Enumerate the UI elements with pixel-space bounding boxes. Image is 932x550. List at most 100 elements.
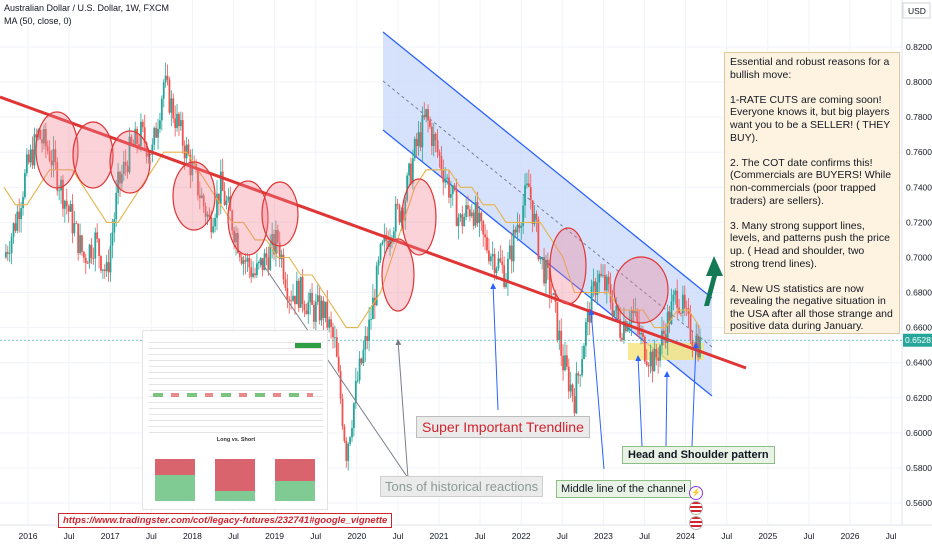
candle-body bbox=[442, 170, 445, 183]
time-tick-label: Jul bbox=[64, 531, 75, 541]
cot-source-url[interactable]: https://www.tradingster.com/cot/legacy-f… bbox=[58, 513, 393, 528]
candle-body bbox=[470, 212, 473, 217]
candle-body bbox=[39, 129, 42, 140]
candle-body bbox=[676, 290, 679, 308]
time-tick-label: Jul bbox=[886, 531, 897, 541]
candle-body bbox=[634, 311, 637, 314]
candle-body bbox=[29, 149, 32, 163]
time-tick-label: 2023 bbox=[594, 531, 613, 541]
candle-body bbox=[313, 304, 315, 322]
candle-body bbox=[548, 267, 551, 295]
us-flag-event-icon[interactable] bbox=[689, 516, 703, 530]
reaction-circle bbox=[381, 238, 415, 312]
candle-body bbox=[518, 224, 521, 228]
cot-bar-nonreportable bbox=[275, 459, 315, 501]
candle-body bbox=[647, 365, 650, 367]
candle-body bbox=[379, 244, 382, 261]
candle-body bbox=[486, 237, 488, 251]
middle-line-label[interactable]: Middle line of the channel bbox=[556, 480, 691, 498]
last-price-label: 0.65281 bbox=[905, 335, 932, 345]
candle-body bbox=[356, 380, 359, 382]
bullish-reasons-note[interactable]: Essential and robust reasons for a bulli… bbox=[724, 52, 900, 334]
candle-body bbox=[115, 192, 118, 220]
candle-body bbox=[368, 319, 371, 341]
candle-body bbox=[552, 293, 555, 295]
candle-body bbox=[31, 149, 34, 166]
major-trendline[interactable] bbox=[0, 95, 747, 370]
candle-body bbox=[560, 330, 563, 356]
candle-body bbox=[278, 242, 281, 260]
candle-body bbox=[238, 252, 241, 258]
candle-body bbox=[257, 261, 260, 264]
lightning-event-icon[interactable]: ⚡ bbox=[689, 486, 703, 500]
candle-body bbox=[465, 205, 467, 217]
candle-body bbox=[314, 301, 317, 322]
candle-body bbox=[436, 140, 439, 153]
candle-body bbox=[630, 309, 633, 323]
candle-body bbox=[689, 313, 692, 341]
candle-body bbox=[62, 179, 64, 209]
time-tick-label: 2019 bbox=[265, 531, 284, 541]
candle-body bbox=[90, 244, 93, 259]
candle-body bbox=[280, 254, 283, 260]
time-tick-label: Jul bbox=[639, 531, 650, 541]
trendline-label[interactable]: Super Important Trendline bbox=[416, 416, 590, 438]
candle-body bbox=[96, 232, 99, 239]
candle-body bbox=[202, 195, 205, 207]
candle-body bbox=[358, 358, 361, 381]
cot-bar-commercial bbox=[155, 459, 195, 501]
candle-body bbox=[417, 132, 420, 147]
candle-body bbox=[592, 281, 595, 287]
candle-body bbox=[613, 310, 616, 316]
head-shoulder-label[interactable]: Head and Shoulder pattern bbox=[622, 446, 775, 464]
candle-body bbox=[242, 260, 245, 264]
reaction-circle bbox=[401, 178, 437, 256]
indicator-legend[interactable]: MA (50, close, 0) bbox=[4, 16, 72, 26]
candle-body bbox=[691, 340, 694, 346]
time-axis[interactable]: 2016 Jul 2017 Jul 2018 Jul 2019 Jul 2020 Jul 2021 J… bbox=[19, 531, 897, 541]
time-tick-label: 2024 bbox=[676, 531, 695, 541]
candle-body bbox=[5, 251, 7, 258]
candle-body bbox=[396, 203, 399, 206]
candle-body bbox=[626, 325, 629, 332]
candle-body bbox=[63, 200, 66, 209]
cot-change-row bbox=[153, 393, 313, 397]
candle-body bbox=[267, 257, 270, 270]
candle-body bbox=[240, 257, 243, 264]
candle-body bbox=[138, 144, 140, 147]
candle-body bbox=[512, 229, 515, 262]
candle-body bbox=[48, 150, 51, 161]
reaction-circle bbox=[172, 161, 216, 231]
candle-body bbox=[383, 234, 386, 243]
candle-body bbox=[79, 235, 81, 254]
candle-body bbox=[244, 260, 247, 262]
candle-body bbox=[151, 144, 154, 155]
candle-body bbox=[474, 201, 477, 226]
candle-body bbox=[347, 443, 350, 461]
candle-body bbox=[88, 244, 91, 264]
historical-reactions-label[interactable]: Tons of historical reactions bbox=[380, 476, 544, 497]
candle-body bbox=[516, 224, 519, 233]
candle-body bbox=[43, 129, 45, 144]
candle-body bbox=[316, 295, 319, 302]
candle-body bbox=[237, 233, 239, 253]
us-flag-event-icon[interactable] bbox=[689, 501, 703, 515]
candle-body bbox=[191, 161, 194, 176]
candle-body bbox=[573, 396, 576, 414]
candle-body bbox=[685, 308, 688, 309]
candle-body bbox=[546, 259, 549, 268]
candle-body bbox=[683, 294, 686, 309]
candle-body bbox=[122, 161, 125, 174]
currency-box[interactable] bbox=[902, 2, 931, 19]
candle-body bbox=[446, 177, 448, 179]
cot-green-badge bbox=[295, 343, 321, 348]
candle-body bbox=[681, 294, 684, 314]
candle-body bbox=[565, 355, 568, 367]
candle-body bbox=[449, 194, 452, 198]
